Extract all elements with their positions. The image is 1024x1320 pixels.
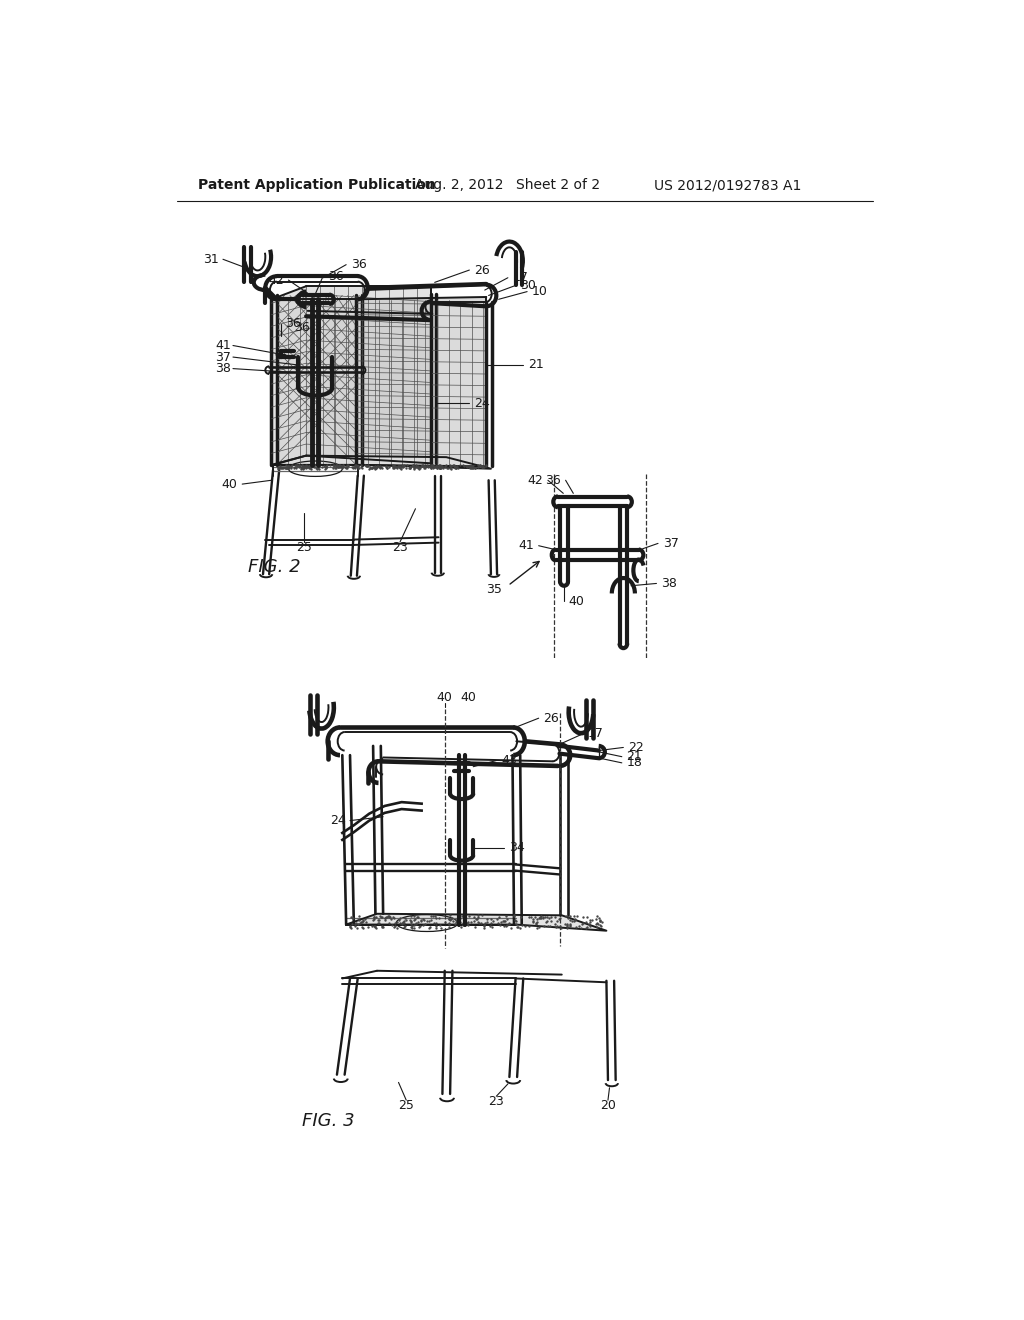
Text: 26: 26 bbox=[544, 711, 559, 725]
Text: 24: 24 bbox=[474, 397, 489, 409]
Text: FIG. 3: FIG. 3 bbox=[301, 1111, 354, 1130]
Text: 36: 36 bbox=[328, 269, 343, 282]
Text: 17: 17 bbox=[512, 271, 528, 284]
Text: 21: 21 bbox=[627, 750, 642, 763]
Text: 23: 23 bbox=[488, 1096, 504, 1109]
Text: US 2012/0192783 A1: US 2012/0192783 A1 bbox=[654, 178, 802, 193]
Text: 31: 31 bbox=[203, 252, 218, 265]
Text: 21: 21 bbox=[528, 358, 544, 371]
Text: 25: 25 bbox=[296, 541, 311, 554]
Text: 35: 35 bbox=[485, 583, 502, 597]
Polygon shape bbox=[276, 300, 356, 465]
Text: 20: 20 bbox=[600, 1100, 615, 1111]
Text: 24: 24 bbox=[330, 814, 345, 828]
Polygon shape bbox=[271, 286, 306, 465]
Text: 22: 22 bbox=[628, 741, 644, 754]
Text: 40: 40 bbox=[222, 478, 238, 491]
Text: 38: 38 bbox=[215, 362, 230, 375]
Polygon shape bbox=[273, 455, 490, 469]
Text: 10: 10 bbox=[531, 285, 548, 298]
Text: 42: 42 bbox=[527, 474, 544, 487]
Text: 17: 17 bbox=[588, 727, 604, 741]
Text: 40: 40 bbox=[460, 690, 476, 704]
Text: 41: 41 bbox=[518, 539, 535, 552]
Polygon shape bbox=[306, 286, 431, 463]
Text: 34: 34 bbox=[509, 841, 524, 854]
Text: 41: 41 bbox=[215, 339, 230, 352]
Text: 36: 36 bbox=[545, 474, 561, 487]
Text: Patent Application Publication: Patent Application Publication bbox=[199, 178, 436, 193]
Text: 42: 42 bbox=[268, 273, 284, 286]
Text: 37: 37 bbox=[215, 351, 230, 363]
Text: 23: 23 bbox=[392, 541, 408, 554]
Text: 36: 36 bbox=[351, 259, 367, 271]
Polygon shape bbox=[346, 913, 606, 931]
Text: 40: 40 bbox=[437, 690, 453, 704]
Text: 36: 36 bbox=[286, 317, 301, 330]
Text: 36: 36 bbox=[294, 321, 310, 334]
Text: 37: 37 bbox=[663, 537, 679, 550]
Text: Sheet 2 of 2: Sheet 2 of 2 bbox=[515, 178, 600, 193]
Text: 25: 25 bbox=[398, 1100, 414, 1111]
Text: Aug. 2, 2012: Aug. 2, 2012 bbox=[416, 178, 504, 193]
Polygon shape bbox=[356, 297, 486, 466]
Text: 30: 30 bbox=[520, 279, 536, 292]
Text: 26: 26 bbox=[474, 264, 489, 277]
Text: 38: 38 bbox=[662, 577, 677, 590]
Text: 18: 18 bbox=[627, 756, 642, 770]
Text: 40: 40 bbox=[568, 594, 585, 607]
Text: FIG. 2: FIG. 2 bbox=[248, 557, 300, 576]
Text: 43: 43 bbox=[501, 754, 517, 767]
